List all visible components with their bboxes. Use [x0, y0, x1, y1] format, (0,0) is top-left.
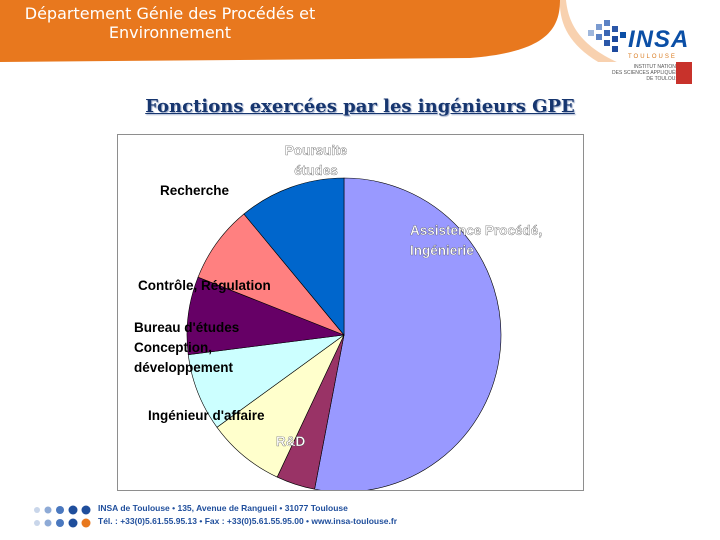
logo-red-block: [676, 62, 692, 84]
slice-label: Poursuite études: [285, 143, 348, 178]
insa-logo: INSA TOULOUSE INSTITUT NATIONAL DES SCIE…: [584, 8, 714, 96]
insa-dot-logo-icon: [588, 20, 626, 52]
logo-line: DES SCIENCES APPLIQUÉES: [611, 70, 682, 76]
slice-label: Contrôle, Régulation: [138, 278, 271, 293]
slice-label: Assistence Procédé, Ingénierie: [410, 223, 542, 258]
department-title-line1: Département Génie des Procédés et: [24, 4, 316, 23]
slice-label: R&D: [276, 434, 305, 449]
pie-chart: Assistence Procédé, Ingénierie R&D Ingénieu…: [134, 143, 542, 490]
header-band: [0, 0, 617, 62]
pie-slice: [243, 177, 345, 336]
footer-contact: Tél. : +33(0)5.61.55.95.13 • Fax : +33(0…: [98, 516, 398, 526]
footer-dots-icon: [34, 505, 91, 528]
logo-line: DE TOULOUSE: [646, 76, 682, 82]
logo-sub: TOULOUSE: [628, 54, 677, 60]
footer-address: INSA de Toulouse • 135, Avenue de Rangue…: [98, 503, 348, 513]
pie-chart-frame: Assistence Procédé, Ingénierie R&D Ingénieu…: [117, 134, 584, 491]
pie-slice: [314, 177, 502, 490]
logo-lines: INSTITUT NATIONAL DES SCIENCES APPLIQUÉE…: [602, 64, 682, 82]
slice-label: Ingénieur d'affaire: [148, 408, 265, 423]
slide-title: Fonctions exercées par les ingénieurs GP…: [145, 96, 575, 117]
slice-label: Recherche: [160, 183, 230, 198]
logo-line: INSTITUT NATIONAL: [633, 64, 682, 70]
footer-text: INSA de Toulouse • 135, Avenue de Rangue…: [98, 502, 397, 528]
department-title-line2: Environnement: [108, 23, 232, 42]
footer: INSA de Toulouse • 135, Avenue de Rangue…: [32, 500, 712, 536]
logo-word: INSA: [628, 26, 690, 53]
slice-label: Bureau d'études Conception, développement: [134, 320, 239, 375]
department-title: Département Génie des Procédés et Enviro…: [0, 4, 340, 42]
